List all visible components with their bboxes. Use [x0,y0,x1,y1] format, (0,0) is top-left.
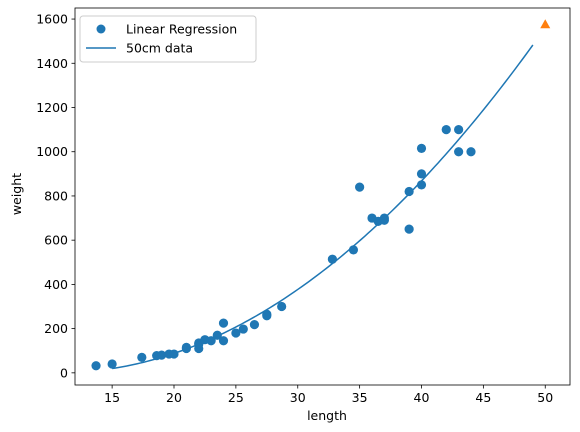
x-tick-label: 40 [414,390,430,405]
y-axis: 0 200 400 600 800 1000 1200 1400 1600 [36,12,75,380]
y-tick-label: 1400 [36,56,68,71]
x-tick-label: 30 [290,390,306,405]
legend-box [79,15,257,63]
x-axis: 15 20 25 30 35 40 45 50 [104,385,553,405]
legend-label-scatter: Linear Regression [126,22,237,37]
scatter-point [249,320,260,330]
scatter-point [441,125,451,135]
y-tick-label: 1000 [36,144,68,159]
x-tick-label: 25 [228,390,244,405]
legend: Linear Regression 50cm data [79,15,257,63]
x-tick-label: 20 [166,390,182,405]
x-tick-label: 50 [537,390,553,405]
y-tick-label: 200 [44,321,68,336]
scatter-point [348,245,359,255]
scatter-point [404,224,414,234]
legend-label-curve: 50cm data [126,41,193,56]
scatter-point [91,361,101,371]
scatter-point [416,143,427,154]
x-axis-title: length [307,408,347,423]
scatter-point [262,309,272,319]
y-tick-label: 0 [60,365,68,380]
scatter-point [181,342,191,353]
scatter-point [238,324,248,334]
highlight-point [540,19,551,29]
scatter-point [218,318,229,328]
x-tick-label: 15 [104,390,120,405]
scatter-point [137,352,147,362]
scatter-point [212,330,222,340]
scatter-point [404,186,414,197]
curve-line [112,44,534,370]
y-tick-label: 400 [44,277,68,292]
scatter-point [231,328,241,338]
scatter-point [277,301,287,312]
scatter-point [157,350,167,360]
x-tick-label: 45 [475,390,491,405]
axes-border [74,7,571,386]
scatter-point [454,125,464,135]
scatter-point [355,182,365,192]
scatter-point [454,147,464,157]
scatter-point [379,215,389,225]
scatter-point [218,336,229,346]
scatter-point [107,359,117,369]
scatter-point [416,180,427,190]
y-tick-label: 1200 [36,100,68,115]
y-tick-label: 800 [44,188,68,203]
y-tick-label: 600 [44,233,68,248]
scatter-point [169,349,179,359]
axes-frame [74,7,571,386]
scatter-point [416,169,427,179]
legend-scatter-marker [96,24,106,34]
x-tick-label: 35 [352,390,368,405]
scatter-point [466,147,476,157]
y-tick-label: 1600 [36,12,68,27]
scatter-point [206,336,216,346]
plot-area [91,19,551,371]
y-axis-title: weight [9,173,24,215]
scatter-point [327,254,337,264]
